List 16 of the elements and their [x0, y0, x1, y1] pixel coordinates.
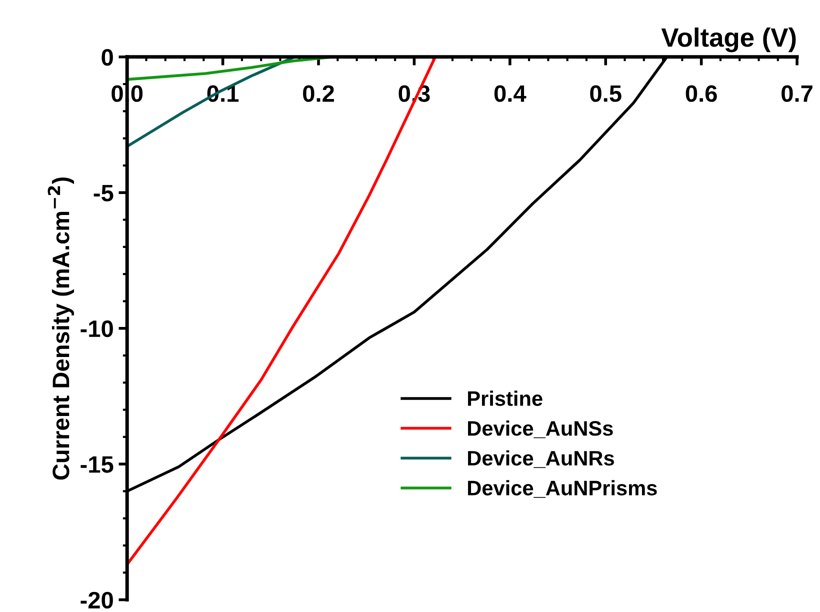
x-axis-title: Voltage (V)	[661, 28, 796, 52]
y-tick-label: 0	[102, 48, 113, 66]
x-tick-label: 0.4	[494, 85, 526, 102]
legend-label: Device_AuNPrisms	[468, 480, 657, 498]
y-tick-label: -10	[80, 320, 113, 338]
y-axis-title: Current Density (mA.cm$^{−2}$)	[48, 177, 74, 480]
y-tick-label: -15	[80, 456, 114, 473]
x-tick-label: 0.7	[782, 85, 812, 102]
x-tick-label: 0.5	[590, 85, 622, 102]
y-tick-label: -20	[80, 592, 113, 609]
legend-label: Device_AuNSs	[468, 420, 613, 438]
x-tick-label: 0.2	[303, 85, 334, 102]
legend-label: Pristine	[468, 390, 542, 406]
x-tick-label: 0.6	[686, 85, 717, 102]
legend-label: Device_AuNRs	[468, 450, 614, 468]
y-tick-label: -5	[94, 184, 114, 202]
